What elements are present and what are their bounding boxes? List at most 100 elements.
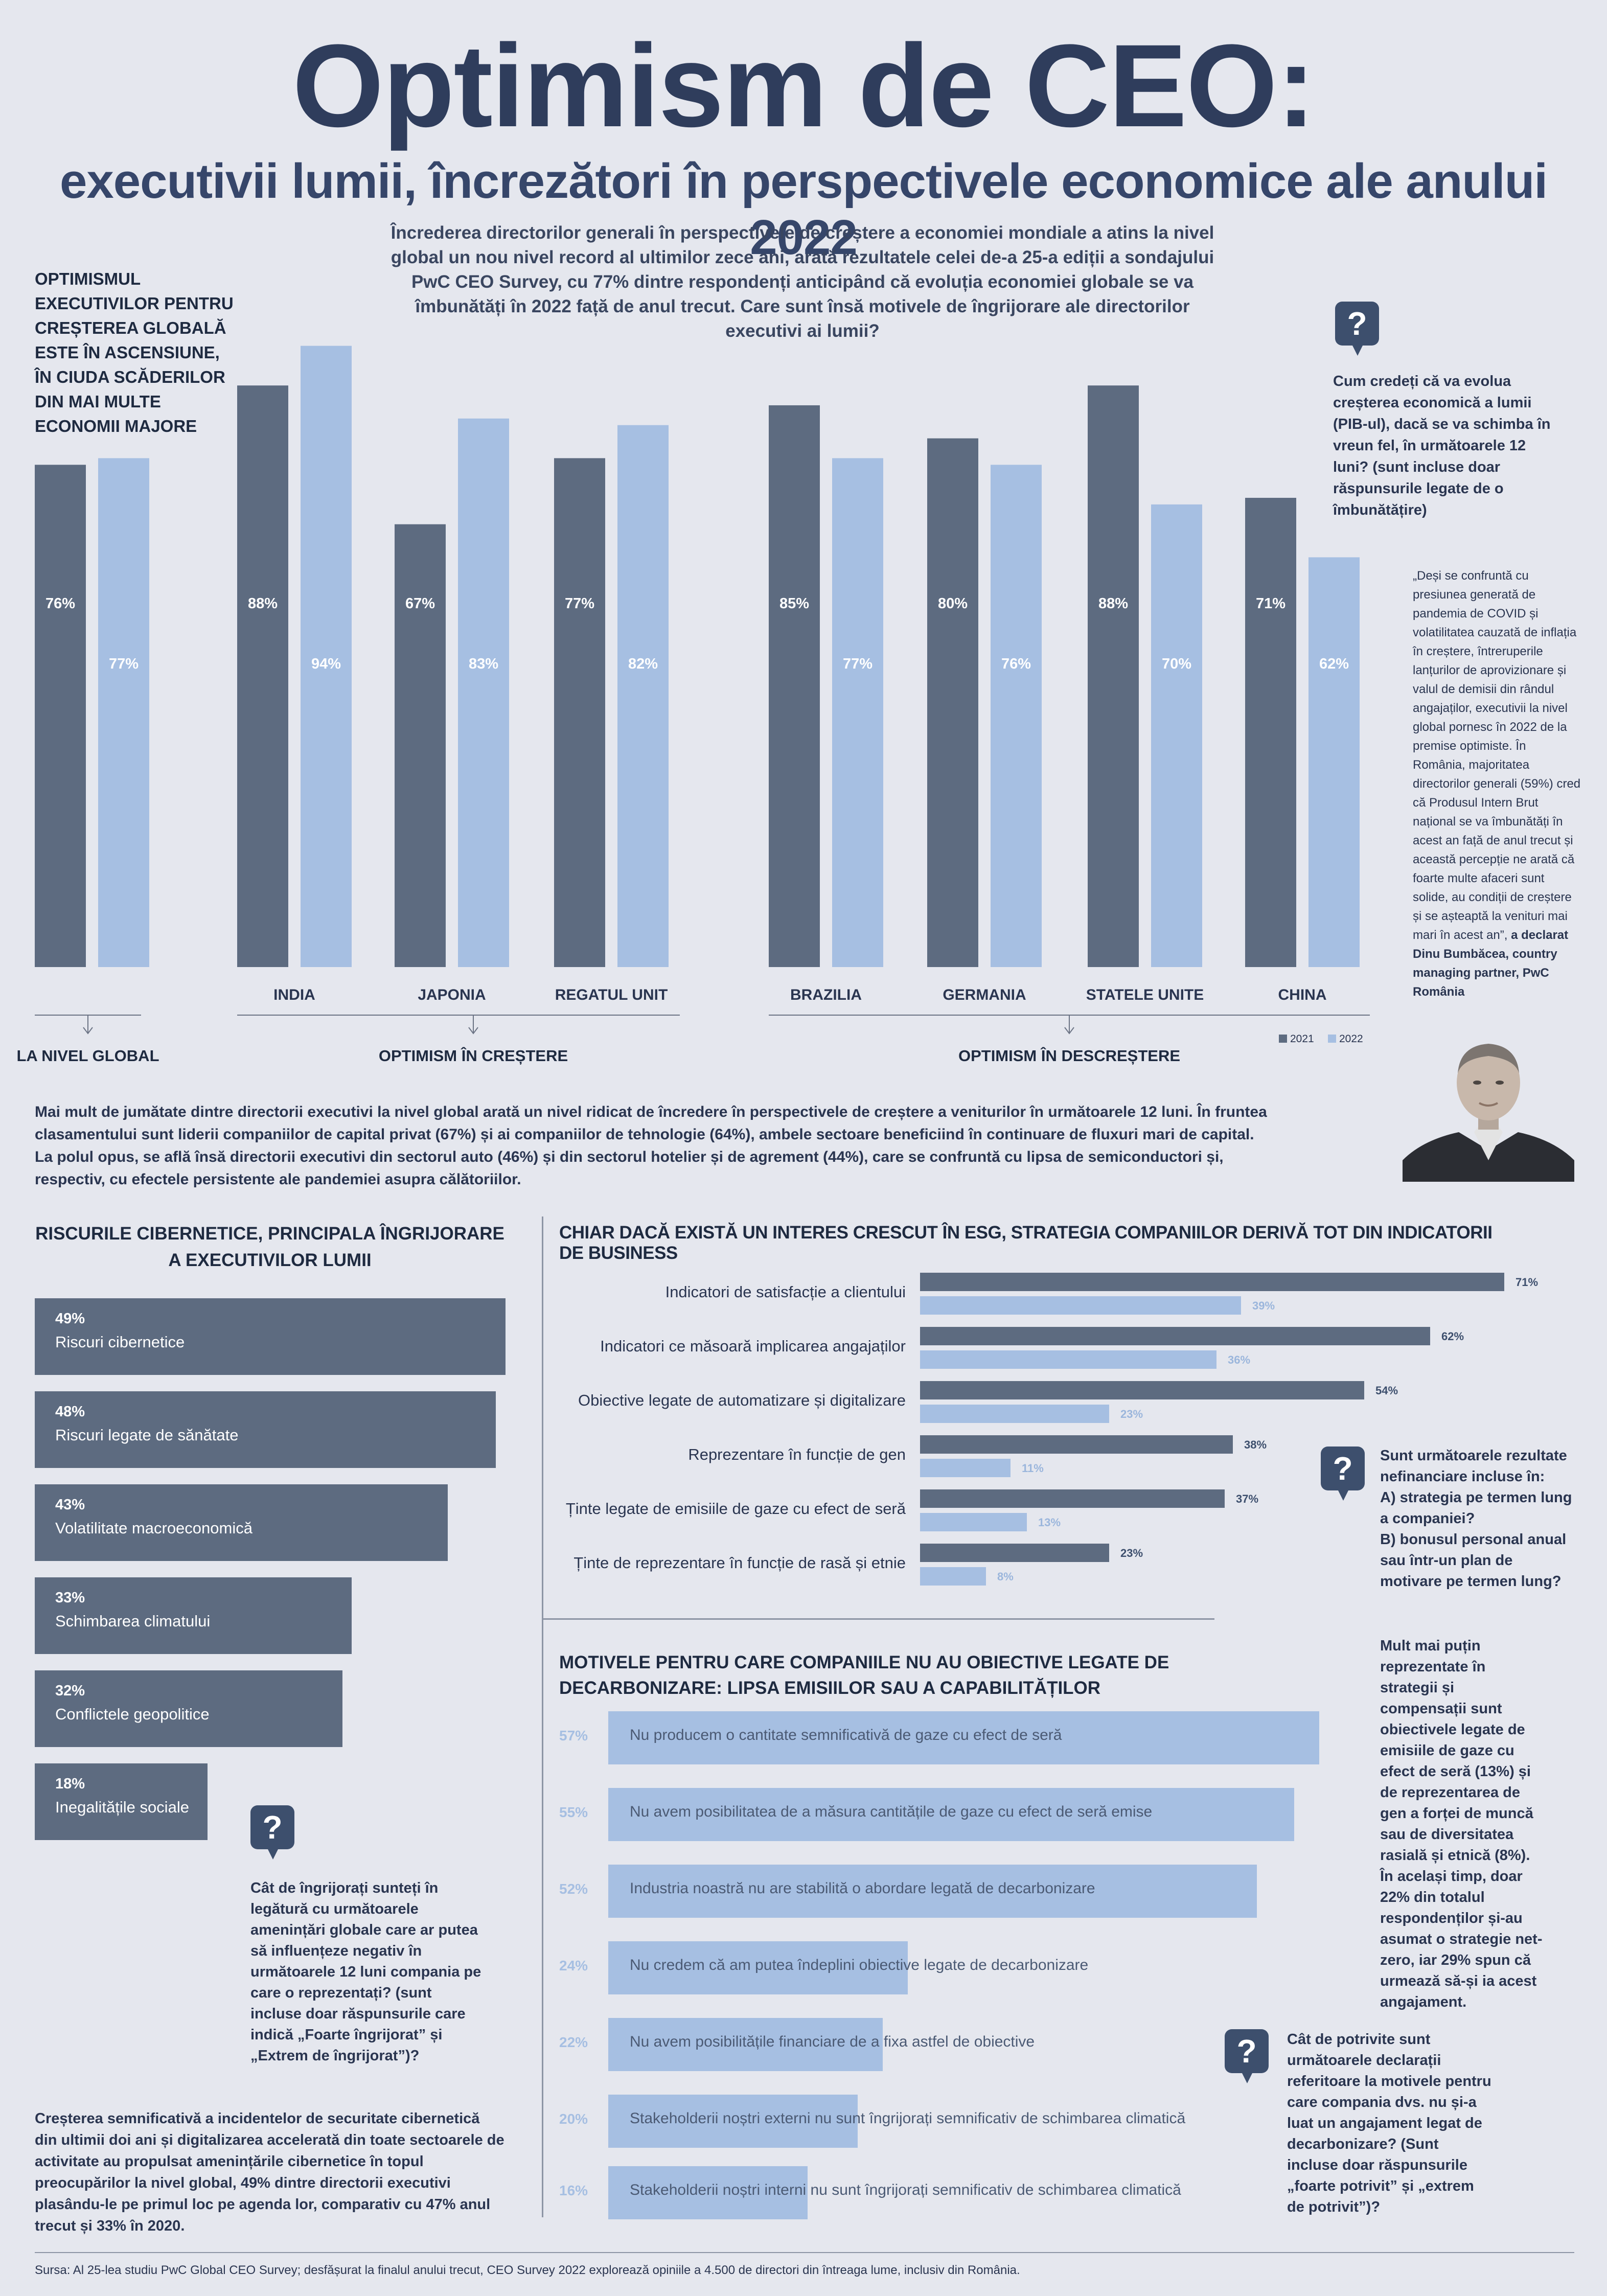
- esg-value: 62%: [1441, 1330, 1464, 1343]
- question-growth: Cum credeți că va evolua creșterea econo…: [1333, 373, 1551, 518]
- esg-paragraph: Mult mai puțin reprezentate în strategii…: [1380, 1638, 1543, 2010]
- esg-bar-bonus: [920, 1567, 986, 1586]
- esg-question: Sunt următoarele rezultate nefinanciare …: [1380, 1448, 1572, 1590]
- risk-label: Schimbarea climatului: [55, 1612, 211, 1630]
- decarb-value: 55%: [559, 1804, 588, 1820]
- risk-bar: 43% Volatilitate macroeconomică: [35, 1484, 448, 1561]
- risk-label: Volatilitate macroeconomică: [55, 1519, 252, 1537]
- decarb-value: 57%: [559, 1728, 588, 1743]
- risk-value: 48%: [55, 1404, 85, 1420]
- ceo-photo: [1403, 1022, 1574, 1182]
- subtitle: executivii lumii, încrezători în perspec…: [59, 154, 1548, 265]
- esg-value: 36%: [1228, 1353, 1251, 1366]
- risk-bar: 48% Riscuri legate de sănătate: [35, 1391, 496, 1468]
- group-label: LA NIVEL GLOBAL: [17, 1047, 159, 1065]
- decarb-question: Cât de potrivite sunt următoarele declar…: [1287, 2031, 1491, 2215]
- esg-bar-bonus: [920, 1459, 1011, 1477]
- esg-bar-strategy: [920, 1544, 1109, 1562]
- bar-value-label: 76%: [45, 595, 75, 612]
- esg-title: CHIAR DACĂ EXISTĂ UN INTERES CRESCUT ÎN …: [559, 1223, 1493, 1263]
- bar-value-label: 83%: [469, 656, 498, 672]
- risk-value: 43%: [55, 1497, 85, 1513]
- ceo-quote: „Deși se confruntă cu presiunea generată…: [1413, 566, 1581, 1001]
- cyber-paragraph: Creșterea semnificativă a incidentelor d…: [35, 2110, 504, 2234]
- decarb-bar: Stakeholderii noștri interni nu sunt îng…: [608, 2166, 1181, 2219]
- decarb-bar: Nu producem o cantitate semnificativă de…: [608, 1711, 1319, 1764]
- esg-bar-bonus: [920, 1296, 1241, 1315]
- risk-label: Riscuri legate de sănătate: [55, 1426, 239, 1444]
- legend-label: 2022: [1339, 1033, 1363, 1045]
- esg-bar-strategy: [920, 1435, 1233, 1454]
- bar-value-label: 94%: [311, 656, 341, 672]
- group-arrow-head: [1064, 1027, 1074, 1035]
- question-icon: ?: [1335, 302, 1379, 356]
- esg-bar-strategy: [920, 1489, 1225, 1508]
- section-divider: [542, 1216, 543, 2217]
- risks-question: Cât de îngrijorați sunteți în legătură c…: [250, 1880, 481, 2064]
- bar-value-label: 77%: [843, 656, 873, 672]
- esg-label: Obiective legate de automatizare și digi…: [578, 1391, 906, 1409]
- bar-2022: [98, 458, 149, 967]
- esg-value: 8%: [997, 1570, 1014, 1583]
- main-title: Optimism de CEO:: [292, 20, 1316, 151]
- decarb-label: Nu avem posibilitatea de a măsura cantit…: [630, 1803, 1153, 1820]
- group-label: OPTIMISM ÎN DESCREȘTERE: [958, 1046, 1180, 1065]
- legend-swatch: [1279, 1035, 1287, 1043]
- bar-value-label: 82%: [628, 656, 658, 672]
- category-label: REGATUL UNIT: [555, 986, 668, 1003]
- decarb-title: MOTIVELE PENTRU CARE COMPANIILE NU AU OB…: [559, 1652, 1169, 1698]
- legend-swatch: [1328, 1035, 1336, 1043]
- legend-label: 2021: [1290, 1033, 1314, 1045]
- bar-value-label: 77%: [109, 656, 139, 672]
- risk-label: Riscuri cibernetice: [55, 1333, 185, 1351]
- decarb-label: Nu avem posibilitățile financiare de a f…: [630, 2033, 1035, 2050]
- risk-bar: 32% Conflictele geopolitice: [35, 1670, 342, 1747]
- decarb-label: Industria noastră nu are stabilită o abo…: [630, 1880, 1095, 1897]
- bar-value-label: 80%: [938, 595, 968, 612]
- decarb-label: Nu credem că am putea îndeplini obiectiv…: [630, 1957, 1089, 1973]
- footer-divider: [35, 2252, 1574, 2253]
- category-label: JAPONIA: [418, 986, 486, 1003]
- quote-text: „Deși se confruntă cu presiunea generată…: [1413, 569, 1581, 942]
- bar-2022: [832, 458, 883, 967]
- bar-value-label: 62%: [1319, 656, 1349, 672]
- decarb-label: Nu producem o cantitate semnificativă de…: [630, 1727, 1062, 1743]
- esg-bar-strategy: [920, 1273, 1504, 1291]
- esg-value: 38%: [1244, 1438, 1267, 1451]
- decarb-value: 22%: [559, 2034, 588, 2050]
- esg-value: 13%: [1038, 1516, 1061, 1529]
- bar-2021: [395, 524, 446, 967]
- bar-2022: [1151, 504, 1202, 967]
- revenue-paragraph: Mai mult de jumătate dintre directorii e…: [35, 1104, 1267, 1188]
- bar-2021: [927, 438, 978, 967]
- risk-bar: 33% Schimbarea climatului: [35, 1577, 352, 1654]
- group-label: OPTIMISM ÎN CREȘTERE: [379, 1046, 568, 1065]
- esg-label: Ținte legate de emisiile de gaze cu efec…: [565, 1500, 906, 1518]
- question-icon: ?: [250, 1805, 294, 1859]
- decarb-label: Stakeholderii noștri interni nu sunt îng…: [630, 2182, 1181, 2198]
- bar-2021: [1245, 497, 1296, 967]
- category-label: STATELE UNITE: [1086, 986, 1204, 1003]
- source-note: Sursa: Al 25-lea studiu PwC Global CEO S…: [35, 2263, 1020, 2277]
- bar-value-label: 77%: [565, 595, 594, 612]
- esg-value: 23%: [1120, 1408, 1143, 1420]
- bar-value-label: 76%: [1001, 656, 1031, 672]
- esg-value: 54%: [1375, 1384, 1398, 1397]
- category-label: CHINA: [1278, 986, 1327, 1003]
- bar-value-label: 70%: [1162, 656, 1191, 672]
- category-label: GERMANIA: [943, 986, 1026, 1003]
- bar-2022: [617, 425, 669, 967]
- optimism-bar-chart: 76% 77% 88% 94% INDIA 67% 83% JAPONIA 77% 82% REGA…: [17, 346, 1370, 1065]
- decarb-value: 52%: [559, 1881, 588, 1897]
- risk-value: 49%: [55, 1311, 85, 1327]
- esg-bar-strategy: [920, 1327, 1430, 1345]
- category-label: BRAZILIA: [790, 986, 862, 1003]
- decarb-value: 16%: [559, 2183, 588, 2198]
- risk-value: 32%: [55, 1683, 85, 1699]
- esg-value: 39%: [1252, 1299, 1275, 1312]
- decarb-value: 20%: [559, 2111, 588, 2127]
- bar-value-label: 88%: [248, 595, 278, 612]
- esg-value: 71%: [1516, 1276, 1539, 1289]
- question-icon: ?: [1321, 1447, 1365, 1501]
- esg-value: 37%: [1236, 1493, 1259, 1505]
